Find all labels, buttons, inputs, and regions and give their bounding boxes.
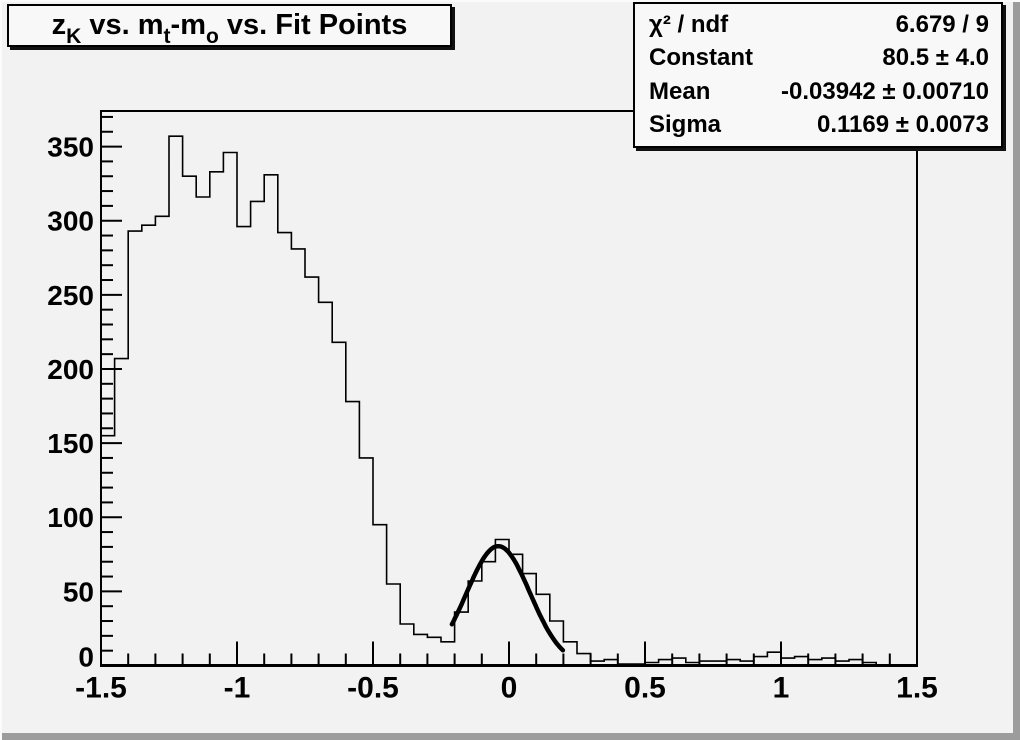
fit-curve — [449, 543, 566, 653]
plot-title: zK vs. mt-mo vs. Fit Points — [51, 9, 408, 48]
y-tick-label: 50 — [63, 576, 94, 607]
y-tick-label: 150 — [47, 428, 94, 459]
stats-label: Sigma — [649, 111, 722, 139]
x-tick-label: 0.5 — [624, 672, 666, 705]
histogram-line — [100, 135, 917, 667]
x-tick-label: -1.5 — [75, 672, 127, 705]
y-tick-label: 300 — [47, 206, 94, 237]
stats-value: 0.1169 ± 0.0073 — [817, 111, 989, 139]
stats-row: Mean -0.03942 ± 0.00710 — [649, 75, 989, 109]
stats-value: 6.679 / 9 — [895, 10, 989, 38]
y-tick-label: 200 — [47, 354, 94, 385]
y-tick-label: 250 — [47, 280, 94, 311]
stats-box: χ² / ndf 6.679 / 9 Constant 80.5 ± 4.0 Mean -… — [633, 2, 1003, 148]
x-tick-label: -1 — [224, 672, 251, 705]
stats-value: -0.03942 ± 0.00710 — [780, 77, 989, 105]
x-tick-label: 0 — [501, 672, 518, 705]
stats-row: Sigma 0.1169 ± 0.0073 — [649, 109, 989, 143]
title-box: zK vs. mt-mo vs. Fit Points — [7, 4, 452, 47]
stats-label: Mean — [649, 77, 711, 105]
y-tick-label: 100 — [47, 502, 94, 533]
stats-label: Constant — [649, 44, 753, 72]
x-tick-label: 1.5 — [896, 672, 938, 705]
stats-row: χ² / ndf 6.679 / 9 — [649, 8, 989, 42]
stats-value: 80.5 ± 4.0 — [882, 44, 989, 72]
y-tick-label: 350 — [47, 132, 94, 163]
x-tick-label: -0.5 — [347, 672, 399, 705]
plot-frame — [100, 110, 918, 667]
stats-label: χ² / ndf — [649, 10, 729, 38]
x-tick-label: 1 — [773, 672, 790, 705]
y-tick-label: 0 — [78, 642, 94, 673]
stats-row: Constant 80.5 ± 4.0 — [649, 42, 989, 76]
